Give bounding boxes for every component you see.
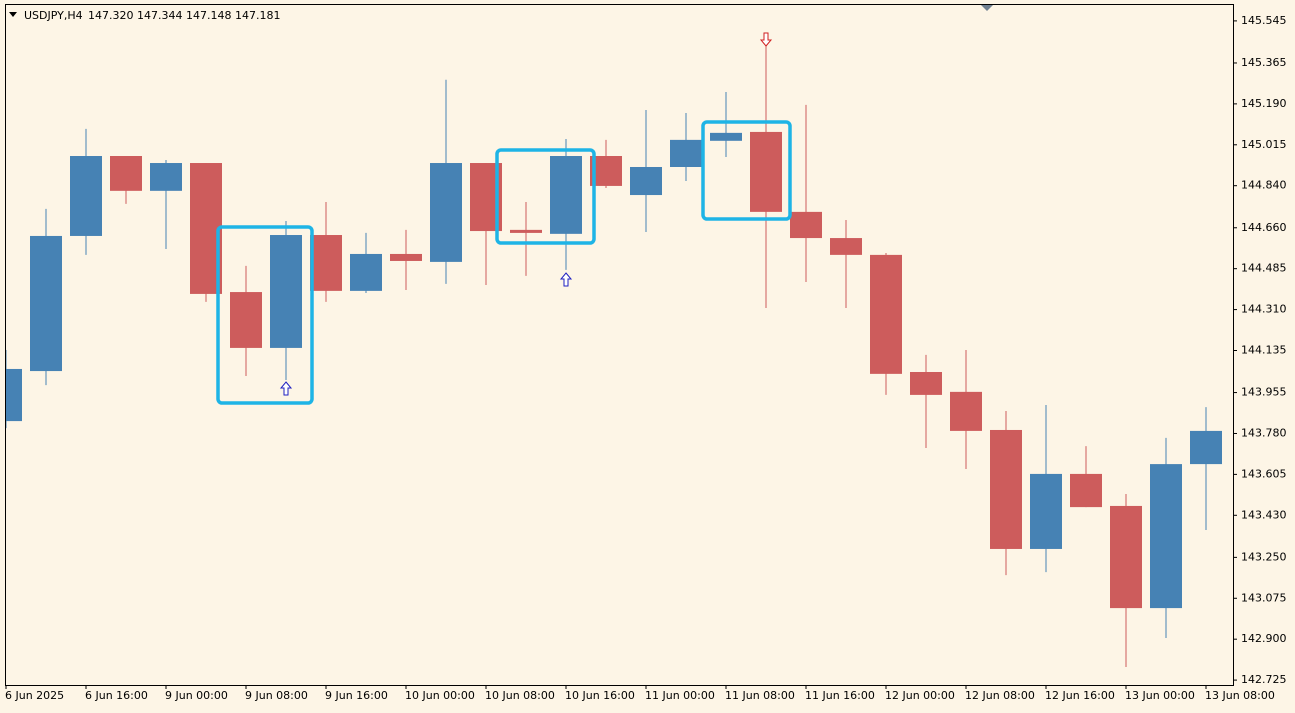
- candle-body: [550, 156, 582, 234]
- candle-body: [1070, 473, 1102, 508]
- y-tick-label: 143.075: [1241, 591, 1287, 604]
- y-tick-label: 143.780: [1241, 426, 1287, 439]
- y-tick-label: 143.955: [1241, 386, 1287, 399]
- candle-body: [510, 229, 542, 233]
- candle-body: [270, 235, 302, 348]
- x-tick-label: 9 Jun 08:00: [245, 689, 308, 702]
- x-tick-label: 6 Jun 16:00: [85, 689, 148, 702]
- buy-arrow: [559, 272, 573, 287]
- x-tick-label: 11 Jun 08:00: [725, 689, 795, 702]
- candle-body: [6, 368, 22, 422]
- annotations: [216, 32, 792, 405]
- candle-body: [350, 253, 382, 291]
- x-tick-label: 6 Jun 2025: [5, 689, 64, 702]
- x-tick-label: 11 Jun 00:00: [645, 689, 715, 702]
- y-tick-label: 145.015: [1241, 138, 1287, 151]
- candle-body: [670, 139, 702, 167]
- candle-body: [990, 429, 1022, 549]
- symbol: USDJPY,H4: [24, 9, 83, 22]
- candle-body: [790, 211, 822, 239]
- x-tick-label: 9 Jun 16:00: [325, 689, 388, 702]
- candle-body: [230, 292, 262, 348]
- candle-body: [1190, 430, 1222, 465]
- y-tick-label: 143.250: [1241, 550, 1287, 563]
- candle-body: [70, 156, 102, 236]
- plot-frame: [5, 4, 1234, 686]
- candle-body: [710, 132, 742, 141]
- sell-arrow: [759, 32, 773, 47]
- quote: 147.320 147.344 147.148 147.181: [88, 9, 280, 22]
- y-tick-label: 145.545: [1241, 14, 1287, 27]
- candle-body: [910, 371, 942, 395]
- candle-body: [110, 156, 142, 191]
- y-tick-label: 144.310: [1241, 303, 1287, 316]
- candle-body: [830, 238, 862, 255]
- x-tick-label: 9 Jun 00:00: [165, 689, 228, 702]
- y-tick-label: 145.190: [1241, 97, 1287, 110]
- x-tick-label: 13 Jun 00:00: [1125, 689, 1195, 702]
- y-tick-label: 142.725: [1241, 673, 1287, 686]
- y-tick-label: 144.135: [1241, 343, 1287, 356]
- candle-body: [30, 235, 62, 372]
- x-tick-label: 12 Jun 00:00: [885, 689, 955, 702]
- candle-body: [950, 391, 982, 431]
- shift-marker: [981, 5, 993, 11]
- candle-body: [150, 163, 182, 191]
- menu-arrow: [9, 12, 17, 17]
- x-tick-label: 13 Jun 08:00: [1205, 689, 1275, 702]
- pattern-box: [701, 120, 792, 221]
- candle-body: [430, 163, 462, 262]
- candles: [6, 44, 1222, 668]
- x-tick-label: 12 Jun 08:00: [965, 689, 1035, 702]
- candle-body: [750, 131, 782, 212]
- y-tick-label: 144.485: [1241, 262, 1287, 275]
- x-tick-label: 12 Jun 16:00: [1045, 689, 1115, 702]
- candle-body: [1150, 464, 1182, 609]
- buy-arrow: [279, 381, 293, 396]
- candle-body: [1110, 505, 1142, 609]
- candle-body: [870, 254, 902, 374]
- x-tick-label: 10 Jun 08:00: [485, 689, 555, 702]
- pattern-box: [495, 148, 596, 245]
- pattern-box: [216, 225, 314, 405]
- y-tick-label: 144.660: [1241, 221, 1287, 234]
- x-tick-label: 10 Jun 16:00: [565, 689, 635, 702]
- x-tick-label: 11 Jun 16:00: [805, 689, 875, 702]
- y-tick-label: 145.365: [1241, 56, 1287, 69]
- candle-body: [390, 253, 422, 261]
- y-tick-label: 142.900: [1241, 632, 1287, 645]
- y-tick-label: 144.840: [1241, 179, 1287, 192]
- candle-body: [630, 166, 662, 196]
- y-tick-label: 143.430: [1241, 508, 1287, 521]
- y-tick-label: 143.605: [1241, 467, 1287, 480]
- candle-body: [1030, 473, 1062, 549]
- candle-body: [310, 235, 342, 291]
- x-tick-label: 10 Jun 00:00: [405, 689, 475, 702]
